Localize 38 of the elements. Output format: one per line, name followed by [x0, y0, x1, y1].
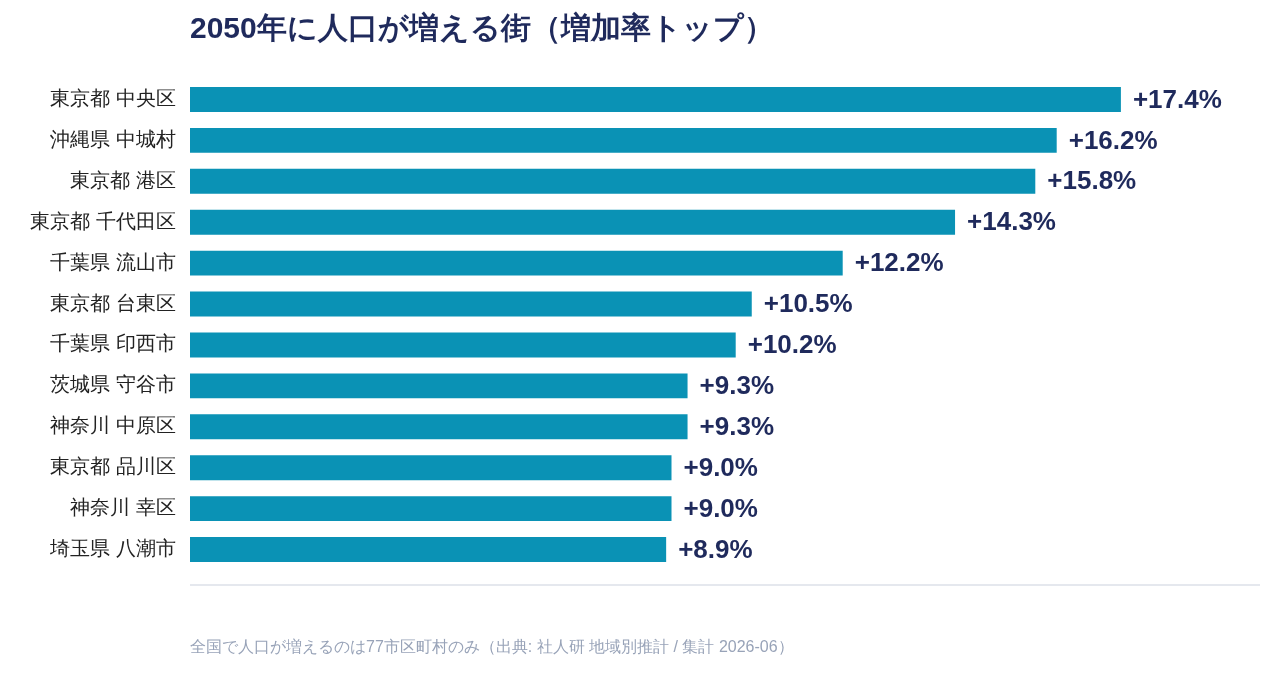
bar	[190, 332, 736, 358]
y-tick-label: 沖縄県 中城村	[50, 127, 176, 150]
bar	[190, 291, 752, 317]
data-label: +14.3%	[967, 206, 1056, 237]
bar	[190, 373, 688, 399]
y-tick-label: 東京都 中央区	[50, 86, 176, 109]
data-label: +9.3%	[699, 370, 774, 401]
data-label: +9.0%	[683, 451, 758, 482]
data-label: +17.4%	[1132, 83, 1222, 114]
data-label: +15.8%	[1047, 165, 1137, 196]
y-tick-label: 埼玉県 八潮市	[49, 537, 176, 560]
data-label: +16.2%	[1068, 124, 1158, 155]
y-tick-label: 東京都 品川区	[50, 455, 176, 478]
y-tick-label: 東京都 台東区	[50, 291, 176, 314]
data-label: +8.9%	[678, 533, 753, 564]
bar	[190, 86, 1121, 112]
data-label: +12.2%	[854, 247, 944, 278]
y-tick-label: 神奈川 中原区	[50, 414, 176, 437]
bar	[190, 455, 672, 481]
bar	[190, 537, 667, 563]
data-label: +9.3%	[699, 410, 774, 441]
bar	[190, 127, 1057, 153]
bar	[190, 250, 843, 276]
data-label: +10.2%	[747, 329, 837, 360]
bar	[190, 168, 1036, 194]
y-tick-label: 東京都 千代田区	[30, 209, 176, 232]
y-tick-label: 茨城県 守谷市	[50, 373, 176, 396]
chart-title: 2050年に人口が増える街（増加率トップ）	[190, 10, 774, 46]
bar	[190, 496, 672, 522]
bar	[190, 209, 956, 235]
y-tick-label: 千葉県 印西市	[50, 332, 176, 355]
y-tick-label: 千葉県 流山市	[50, 250, 176, 273]
bar	[190, 414, 688, 440]
data-label: +10.5%	[763, 288, 853, 319]
y-tick-label: 東京都 港区	[70, 168, 176, 191]
y-tick-label: 神奈川 幸区	[70, 496, 176, 519]
text: 全国で人口が増えるのは77市区町村のみ（出典: 社人研 地域別推計 / 集計 2026-06）	[190, 637, 794, 657]
data-label: +9.0%	[683, 492, 758, 523]
